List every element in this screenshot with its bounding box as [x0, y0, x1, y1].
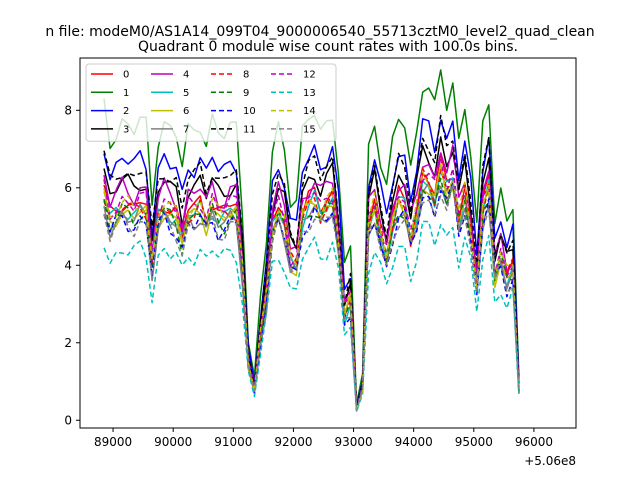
x-tick-label: 93000 [334, 435, 372, 449]
legend-label-10: 10 [243, 106, 256, 117]
series-line-4 [103, 144, 520, 410]
x-tick-label: 96000 [515, 435, 553, 449]
legend-label-3: 3 [123, 124, 129, 135]
x-tick-label: 89000 [94, 435, 132, 449]
series-line-15 [103, 183, 520, 412]
series-line-12 [103, 158, 520, 411]
legend-label-13: 13 [303, 88, 316, 99]
legend-label-1: 1 [123, 88, 129, 99]
legend-label-7: 7 [183, 124, 189, 135]
legend-label-9: 9 [243, 88, 249, 99]
legend-box [85, 63, 337, 142]
series-line-10 [103, 181, 520, 411]
legend-label-0: 0 [123, 70, 129, 81]
x-offset-label: +5.06e8 [524, 454, 576, 468]
plot-frame [79, 57, 577, 429]
y-tick-label: 8 [64, 103, 72, 117]
x-tick-label: 90000 [154, 435, 192, 449]
legend-label-14: 14 [303, 106, 316, 117]
legend-label-6: 6 [183, 106, 189, 117]
figure-suptitle: n file: modeM0/AS1A14_099T04_9000006540_… [45, 24, 594, 40]
y-tick-label: 4 [64, 258, 72, 272]
legend-label-5: 5 [183, 88, 189, 99]
y-axis: 0 2 4 6 8 [64, 103, 80, 427]
series-line-14 [103, 163, 520, 411]
x-axis: 89000 90000 91000 92000 93000 94000 95000 96000 [94, 428, 553, 449]
legend-label-2: 2 [123, 106, 129, 117]
x-tick-label: 92000 [274, 435, 312, 449]
y-tick-label: 0 [64, 413, 72, 427]
legend-label-4: 4 [183, 70, 189, 81]
y-tick-label: 6 [64, 181, 72, 195]
y-tick-label: 2 [64, 336, 72, 350]
x-tick-label: 95000 [455, 435, 493, 449]
legend-label-12: 12 [303, 70, 316, 81]
series-line-13 [103, 220, 520, 412]
legend-label-15: 15 [303, 124, 316, 135]
chart-title: Quadrant 0 module wise count rates with … [138, 39, 518, 55]
legend-label-8: 8 [243, 70, 249, 81]
x-tick-label: 91000 [214, 435, 252, 449]
series-line-8 [103, 167, 520, 410]
x-tick-label: 94000 [395, 435, 433, 449]
legend-label-11: 11 [243, 124, 256, 135]
series-line-2 [103, 118, 520, 408]
